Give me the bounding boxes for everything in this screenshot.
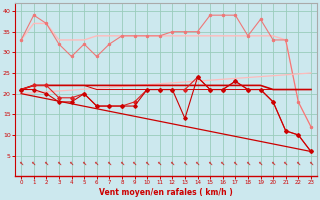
Text: ←: ←: [144, 160, 150, 166]
Text: ←: ←: [257, 160, 264, 166]
Text: ←: ←: [219, 160, 226, 166]
Text: ←: ←: [118, 160, 125, 166]
Text: ←: ←: [55, 160, 62, 166]
Text: ←: ←: [156, 160, 163, 166]
Text: ←: ←: [131, 160, 138, 166]
Text: ←: ←: [232, 160, 239, 166]
Text: ←: ←: [270, 160, 276, 166]
Text: ←: ←: [93, 160, 100, 166]
Text: ←: ←: [68, 160, 75, 166]
Text: ←: ←: [282, 160, 289, 166]
Text: ←: ←: [169, 160, 176, 166]
Text: ←: ←: [207, 160, 213, 166]
Text: ←: ←: [194, 160, 201, 166]
X-axis label: Vent moyen/en rafales ( km/h ): Vent moyen/en rafales ( km/h ): [99, 188, 233, 197]
Text: ←: ←: [43, 160, 50, 166]
Text: ←: ←: [81, 160, 88, 166]
Text: ←: ←: [181, 160, 188, 166]
Text: ←: ←: [308, 160, 314, 166]
Text: ←: ←: [106, 160, 113, 166]
Text: ←: ←: [295, 160, 302, 166]
Text: ←: ←: [244, 160, 251, 166]
Text: ←: ←: [18, 160, 25, 166]
Text: ←: ←: [30, 160, 37, 166]
